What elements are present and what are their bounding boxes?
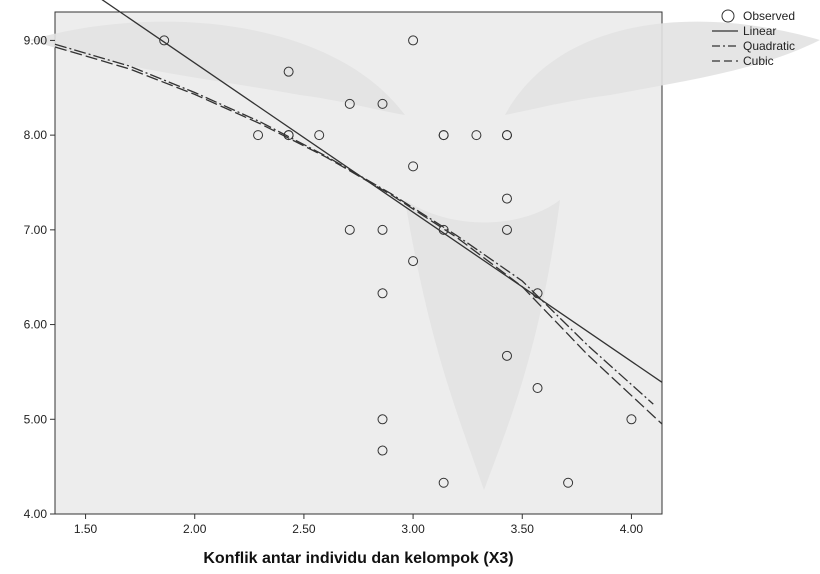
data-point [314,130,325,141]
data-point [408,256,419,267]
data-point [377,98,388,109]
x-tick-label: 3.50 [511,522,535,536]
data-point [626,414,637,425]
axes: 1.50 2.00 2.50 3.00 3.50 4.00 4.00 5.00 6.00 7.00… [24,33,644,536]
data-point [532,288,543,299]
x-tick-label: 2.50 [292,522,316,536]
data-point [438,224,449,235]
data-point [159,35,170,46]
data-point [344,224,355,235]
data-point [471,130,482,141]
legend-label-observed: Observed [743,9,795,23]
data-point [532,383,543,394]
data-point [283,66,294,77]
y-tick-label: 8.00 [24,128,48,142]
x-tick-label: 3.00 [401,522,425,536]
data-point [438,130,449,141]
y-tick-label: 4.00 [24,507,48,521]
data-point [501,130,512,141]
data-point [253,130,264,141]
data-point [377,288,388,299]
watermark-emblem [30,21,820,490]
fit-line-cubic [54,46,663,425]
y-tick-label: 6.00 [24,318,48,332]
x-tick-label: 2.00 [183,522,207,536]
y-tick-label: 7.00 [24,223,48,237]
y-tick-label: 5.00 [24,412,48,426]
observed-points [159,35,637,488]
x-tick-label: 1.50 [74,522,98,536]
data-point [377,224,388,235]
data-point [501,350,512,361]
data-point [563,477,574,488]
data-point [377,445,388,456]
legend-label-quadratic: Quadratic [743,39,795,53]
fit-line-quadratic [54,43,654,405]
data-point [377,414,388,425]
data-point [408,161,419,172]
x-axis-title: Konflik antar individu dan kelompok (X3) [203,550,513,567]
legend-marker-observed [721,9,735,23]
data-point [438,477,449,488]
legend-label-cubic: Cubic [743,54,774,68]
data-point [283,130,294,141]
legend-label-linear: Linear [743,24,776,38]
data-point [344,98,355,109]
data-point [408,35,419,46]
fit-lines [54,0,663,425]
data-point [501,193,512,204]
data-point [501,224,512,235]
y-tick-label: 9.00 [24,33,48,47]
x-tick-label: 4.00 [620,522,644,536]
